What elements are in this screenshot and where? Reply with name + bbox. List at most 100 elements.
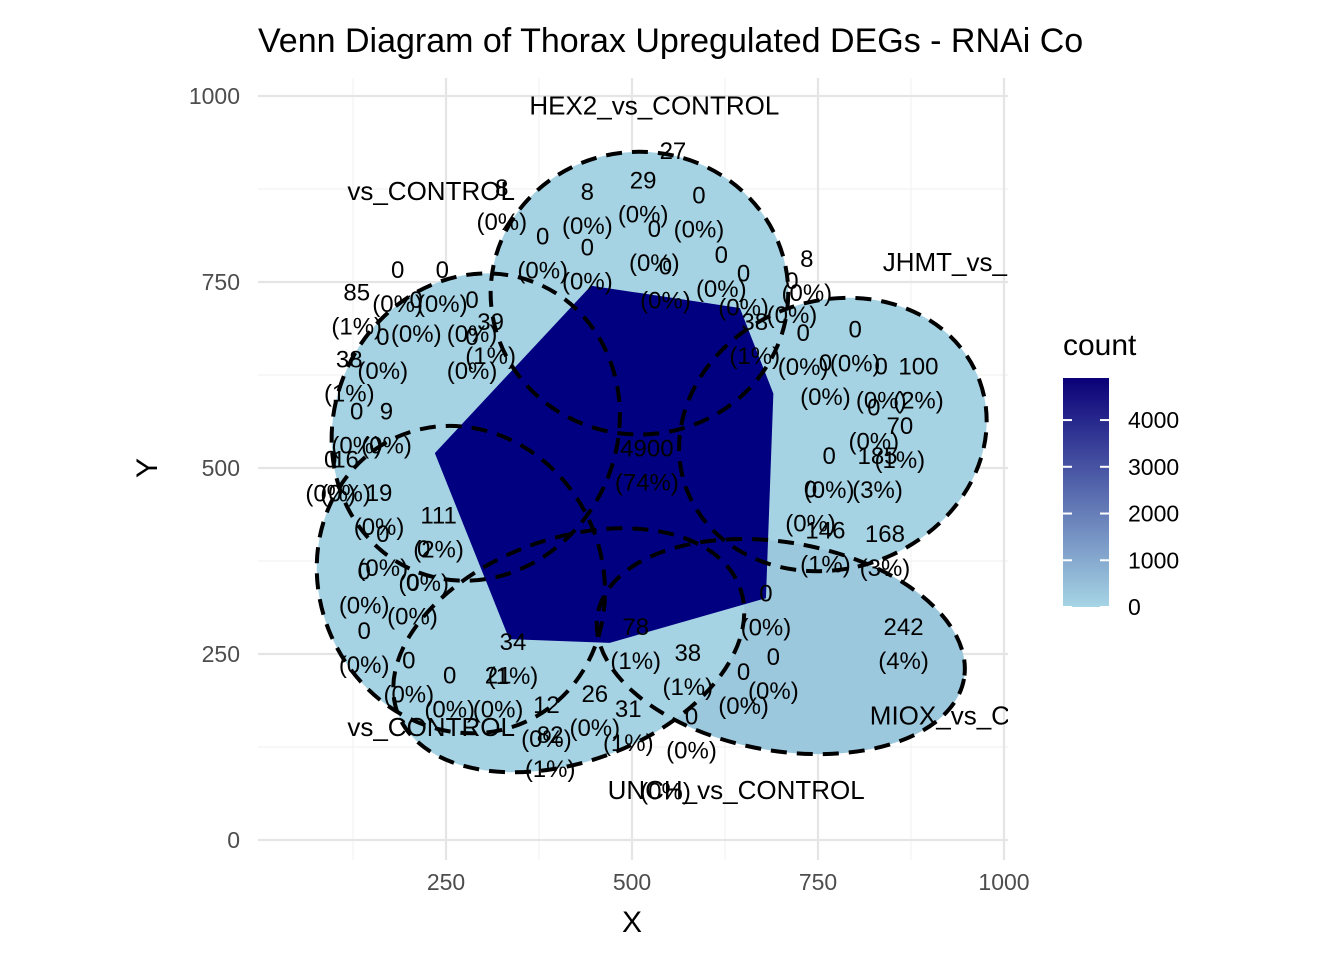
legend-tick-label: 0 xyxy=(1128,594,1141,620)
legend-tick-label: 1000 xyxy=(1128,547,1179,573)
region-percent: (0%) xyxy=(830,351,881,378)
region-label: 100 (2%) xyxy=(893,354,944,415)
region-percent: (0%) xyxy=(562,269,613,296)
region-count: 0 xyxy=(324,447,337,474)
region-percent: (0%) xyxy=(357,555,408,582)
region-count: 38 xyxy=(741,309,768,336)
region-percent: (0%) xyxy=(629,250,680,277)
region-count: 0 xyxy=(692,183,705,210)
region-percent: (1%) xyxy=(525,756,576,783)
x-tick-label: 750 xyxy=(799,869,837,895)
region-count: 0 xyxy=(357,618,370,645)
region-count: 0 xyxy=(536,224,549,251)
region-label: 0(0%) xyxy=(424,662,475,723)
region-count: 0 xyxy=(402,648,415,675)
region-label: 0(0%) xyxy=(447,324,498,385)
region-percent: (0%) xyxy=(767,302,818,329)
region-percent: (0%) xyxy=(748,678,799,705)
region-count: 38 xyxy=(336,346,363,373)
region-label: 38 (1%) xyxy=(729,309,780,370)
region-count: 111 xyxy=(420,503,456,530)
region-percent: (1%) xyxy=(488,663,539,690)
x-tick-label: 1000 xyxy=(978,869,1029,895)
region-label: 0(0%) xyxy=(517,224,568,285)
region-count: 0 xyxy=(819,350,832,377)
region-percent: (1%) xyxy=(662,674,713,701)
x-axis-title: X xyxy=(622,906,642,939)
region-label: 78 (1%) xyxy=(610,614,661,675)
region-label: 0 (0%) xyxy=(748,644,799,705)
region-count: 38 xyxy=(674,640,701,667)
region-label: 0(0%) xyxy=(830,317,881,378)
region-count: 0 xyxy=(822,443,835,470)
region-count: 85 xyxy=(343,279,370,306)
region-label: 0(0%) xyxy=(391,287,442,348)
region-label: 0 (0%) xyxy=(741,581,792,642)
region-count: 0 xyxy=(376,521,389,548)
region-count: 0 xyxy=(759,581,772,608)
y-tick-label: 0 xyxy=(227,827,240,853)
set-outline xyxy=(314,423,608,736)
region-percent: (1%) xyxy=(610,648,661,675)
region-label: 0 (0%) xyxy=(357,521,408,582)
region-count: 0 xyxy=(436,257,449,284)
region-count: 185 xyxy=(857,443,897,470)
region-percent: (0%) xyxy=(357,358,408,385)
region-count: 0 xyxy=(685,703,698,730)
region-count: 16 xyxy=(332,447,359,474)
region-label: 0(0%) xyxy=(778,320,829,381)
y-tick-label: 500 xyxy=(202,455,240,481)
region-count: 0 xyxy=(767,644,780,671)
region-label: 0(0%) xyxy=(718,659,769,720)
region-percent: (0%) xyxy=(666,737,717,764)
region-label: 34 (1%) xyxy=(488,629,539,690)
y-tick-label: 1000 xyxy=(189,83,240,109)
region-percent: (0%) xyxy=(320,481,371,508)
region-percent: (1%) xyxy=(324,380,375,407)
region-percent: (1%) xyxy=(729,343,780,370)
region-percent: (0%) xyxy=(640,778,691,805)
region-percent: (0%) xyxy=(848,429,899,456)
region-percent: (0%) xyxy=(387,603,438,630)
region-label: 0(0%) xyxy=(417,257,468,318)
region-percent: (0%) xyxy=(804,477,855,504)
region-label: 0(0%) xyxy=(640,253,691,314)
region-label: 38 (1%) xyxy=(662,640,713,701)
region-count: 0 xyxy=(715,242,728,269)
region-count: 0 xyxy=(648,216,661,243)
region-percent: (0%) xyxy=(391,321,442,348)
region-count: 0 xyxy=(659,253,672,280)
region-count: 21 xyxy=(485,662,512,689)
region-count: 0 xyxy=(581,235,594,262)
region-label: 8 (0%) xyxy=(562,179,613,240)
region-percent: (1%) xyxy=(603,730,654,757)
region-percent: (0%) xyxy=(476,209,527,236)
region-percent: (0%) xyxy=(741,615,792,642)
region-percent: (0%) xyxy=(696,276,747,303)
region-count: 4900 xyxy=(620,436,673,463)
region-label: 9 (0%) xyxy=(361,398,412,459)
region-count: 34 xyxy=(500,629,527,656)
region-percent: (0%) xyxy=(778,354,829,381)
region-count: 8 xyxy=(495,175,508,202)
region-percent: (0%) xyxy=(562,213,613,240)
region-label: 8 (0%) xyxy=(782,246,833,307)
region-label: (0%) xyxy=(640,778,691,805)
region-percent: (0%) xyxy=(447,358,498,385)
set-label: HEX2_vs_CONTROL xyxy=(529,91,779,121)
region-percent: (0%) xyxy=(718,295,769,322)
region-count: 31 xyxy=(615,696,642,723)
region-percent: (1%) xyxy=(800,551,851,578)
region-label: 0(0%) xyxy=(856,354,907,415)
region-count: 27 xyxy=(660,138,687,165)
region-label: 19 (0%) xyxy=(354,480,405,541)
region-count: 19 xyxy=(366,480,393,507)
region-count: 12 xyxy=(533,692,560,719)
region-percent: (0%) xyxy=(447,321,498,348)
region-label: 0(0%) xyxy=(331,398,382,459)
region-count: 0 xyxy=(417,536,430,563)
region-label: 29 (0%) xyxy=(618,168,669,229)
set-label: JHMT_vs_CONT xyxy=(883,247,1081,277)
region-label: 0 (0%) xyxy=(666,703,717,764)
